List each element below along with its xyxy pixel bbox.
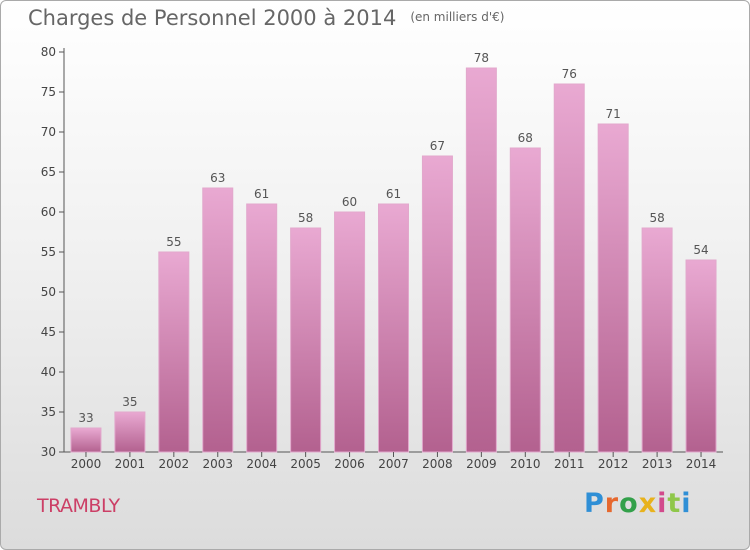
bar	[378, 203, 409, 453]
data-label: 63	[210, 171, 225, 185]
y-tick-label: 45	[41, 325, 56, 339]
data-label: 61	[386, 187, 401, 201]
x-tick-label: 2008	[422, 457, 453, 471]
chart-title: Charges de Personnel 2000 à 2014 (en mill…	[28, 6, 504, 30]
brand-letter: i	[681, 488, 692, 519]
x-tick-label: 2013	[642, 457, 673, 471]
x-tick-label: 2000	[71, 457, 102, 471]
bar	[158, 251, 190, 453]
x-tick-label: 2012	[598, 457, 629, 471]
data-label: 58	[649, 211, 664, 225]
y-tick-label: 80	[41, 45, 56, 59]
y-tick-label: 40	[41, 365, 56, 379]
data-label: 33	[78, 411, 93, 425]
y-tick-label: 65	[41, 165, 56, 179]
brand-letter: i	[657, 488, 668, 519]
y-tick-label: 30	[41, 445, 56, 459]
x-tick-label: 2014	[686, 457, 717, 471]
data-label: 54	[693, 243, 708, 257]
y-tick-label: 50	[41, 285, 56, 299]
chart-subtitle: (en milliers d'€)	[410, 10, 505, 24]
x-tick-label: 2004	[246, 457, 277, 471]
data-label: 58	[298, 211, 313, 225]
data-label: 35	[122, 395, 137, 409]
data-label: 55	[166, 235, 181, 249]
bar	[202, 187, 234, 453]
data-label: 71	[606, 107, 621, 121]
x-tick-label: 2003	[202, 457, 233, 471]
x-tick-label: 2001	[115, 457, 146, 471]
proxiti-logo: Proxiti	[584, 488, 692, 519]
y-tick-label: 60	[41, 205, 56, 219]
brand-letter: t	[667, 488, 682, 519]
y-tick-label: 35	[41, 405, 56, 419]
bar	[465, 67, 497, 453]
bar	[334, 211, 366, 453]
bar	[421, 155, 453, 453]
x-tick-label: 2011	[554, 457, 585, 471]
brand-letter: x	[638, 488, 658, 519]
bar	[685, 259, 717, 453]
y-tick-label: 75	[41, 85, 56, 99]
chart-title-text: Charges de Personnel 2000 à 2014	[28, 6, 397, 30]
bar	[70, 427, 102, 453]
x-tick-label: 2002	[159, 457, 190, 471]
bar	[246, 203, 278, 453]
bar	[290, 227, 322, 453]
brand-letter: P	[584, 488, 605, 519]
x-tick-label: 2009	[466, 457, 497, 471]
data-label: 60	[342, 195, 357, 209]
data-label: 76	[562, 67, 577, 81]
bar	[114, 411, 146, 453]
brand-letter: r	[604, 488, 620, 519]
data-label: 61	[254, 187, 269, 201]
x-tick-label: 2005	[290, 457, 321, 471]
bar	[553, 83, 585, 453]
y-tick-label: 70	[41, 125, 56, 139]
data-label: 78	[474, 51, 489, 65]
bar	[597, 123, 629, 453]
bar	[509, 147, 541, 453]
y-tick-label: 55	[41, 245, 56, 259]
x-tick-label: 2007	[378, 457, 409, 471]
x-tick-label: 2010	[510, 457, 541, 471]
place-name: TRAMBLY	[37, 495, 120, 517]
bar	[641, 227, 673, 453]
data-label: 67	[430, 139, 445, 153]
data-label: 68	[518, 131, 533, 145]
x-tick-label: 2006	[334, 457, 365, 471]
brand-letter: o	[619, 488, 639, 519]
